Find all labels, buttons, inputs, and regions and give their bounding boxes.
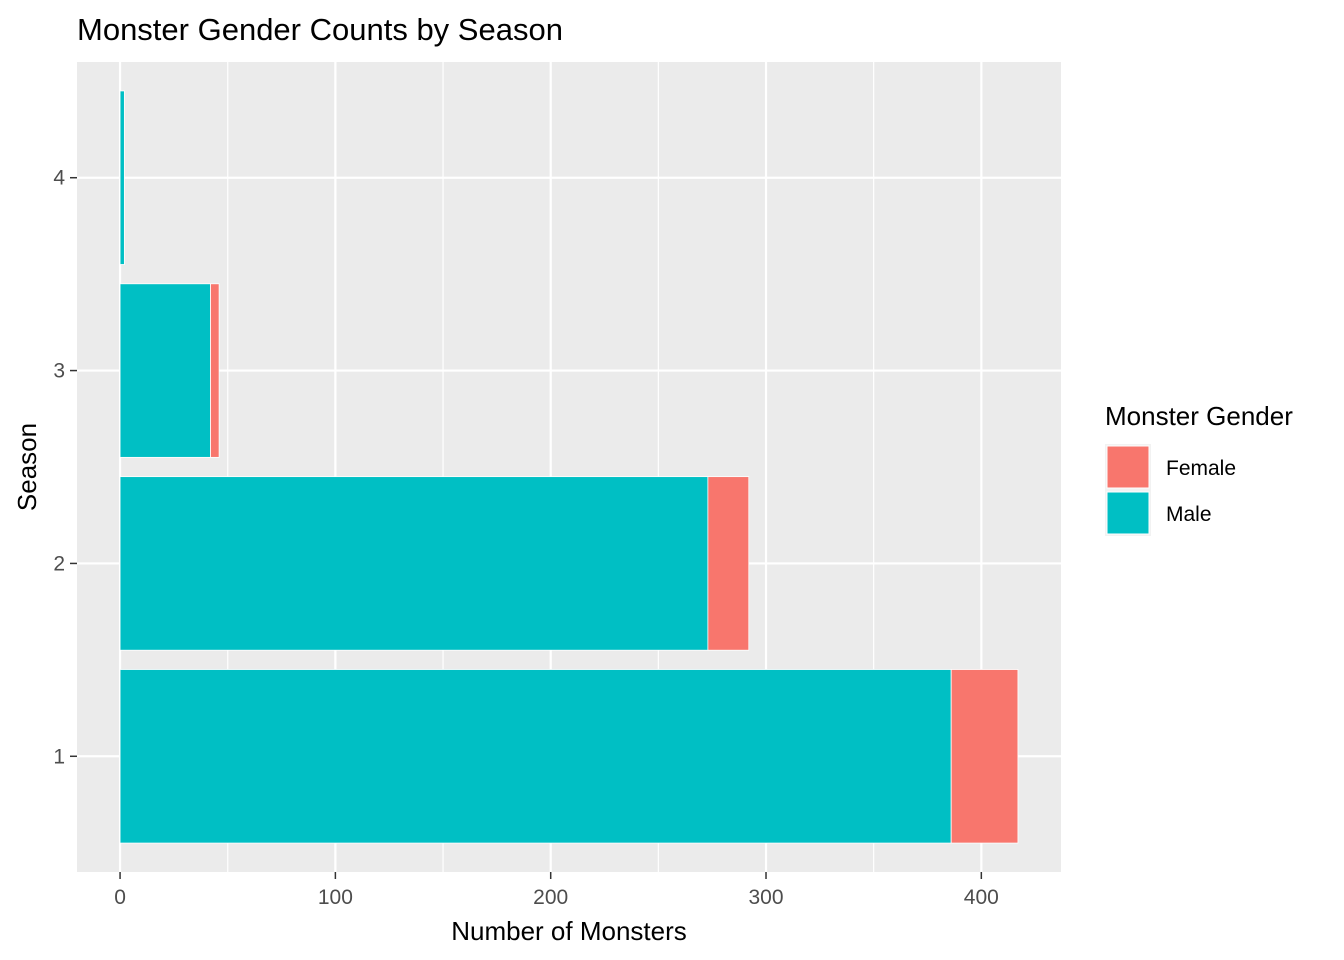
y-tick-label-1: 2: [53, 552, 65, 575]
x-tick-label-4: 400: [964, 886, 999, 909]
x-tick-label-3: 300: [748, 886, 783, 909]
x-tick-label-1: 100: [318, 886, 353, 909]
y-tick-label-2: 3: [53, 360, 65, 383]
chart-title: Monster Gender Counts by Season: [77, 12, 563, 47]
legend-label-male: Male: [1166, 503, 1212, 526]
legend-title: Monster Gender: [1105, 401, 1293, 431]
legend-swatch-female: [1106, 445, 1150, 489]
legend: Monster Gender Female Male: [1105, 401, 1293, 536]
bar-season-3-female: [210, 283, 220, 458]
bar-season-4-male: [119, 90, 125, 265]
bar-season-1-female: [950, 669, 1019, 844]
y-tick-label-0: 1: [53, 745, 65, 768]
y-axis-title: Season: [12, 423, 42, 511]
bar-season-2-male: [119, 476, 709, 651]
x-tick-label-2: 200: [533, 886, 568, 909]
x-tick-label-0: 0: [114, 886, 126, 909]
bar-season-1-male: [119, 669, 952, 844]
bar-season-3-male: [119, 283, 211, 458]
legend-swatch-male: [1106, 491, 1150, 535]
bar-season-2-female: [707, 476, 750, 651]
legend-entries: Female Male: [1105, 444, 1236, 536]
y-axis: 1 2 3 4: [53, 167, 77, 768]
bars-layer: [119, 90, 1019, 844]
legend-label-female: Female: [1166, 457, 1236, 480]
x-axis: 0 100 200 300 400: [114, 872, 999, 909]
x-axis-title: Number of Monsters: [451, 916, 687, 946]
y-tick-label-3: 4: [53, 167, 65, 190]
